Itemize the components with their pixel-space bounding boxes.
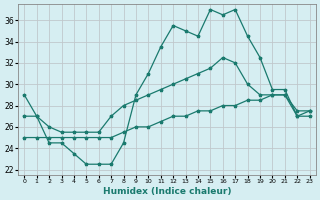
- X-axis label: Humidex (Indice chaleur): Humidex (Indice chaleur): [103, 187, 231, 196]
